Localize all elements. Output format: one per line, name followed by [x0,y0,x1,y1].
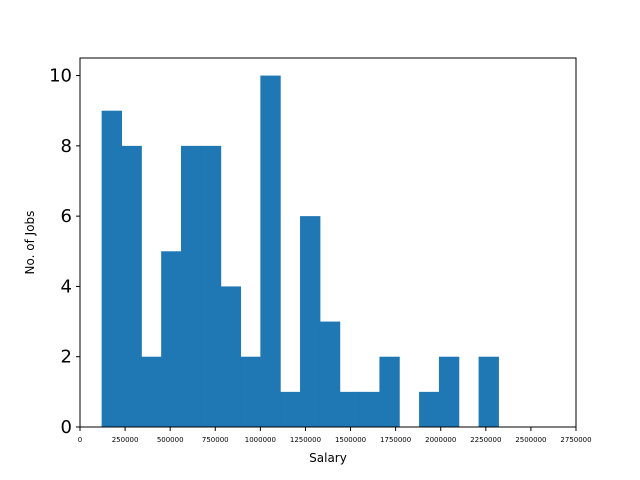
y-tick-label: 0 [61,417,72,438]
histogram-bar [438,356,460,427]
y-tick-label: 4 [61,276,72,297]
x-tick-label: 1500000 [335,436,366,444]
histogram-bar [280,391,301,427]
y-tick-label: 6 [61,206,72,227]
histogram-bar [101,110,122,427]
x-tick-label: 1750000 [380,436,411,444]
histogram-bar [319,321,341,427]
x-tick-label: 250000 [112,436,139,444]
y-axis-label: No. of Jobs [23,211,37,275]
y-axis-ticks: 0 2 4 6 8 10 [49,66,80,438]
histogram-bar [260,75,281,428]
histogram-bar [161,251,182,427]
x-tick-label: 1000000 [245,436,276,444]
histogram-bar [181,145,202,427]
y-tick-label: 8 [61,136,72,157]
histogram-bar [359,391,380,427]
x-tick-label: 750000 [202,436,229,444]
histogram-bar [121,145,142,427]
plot-frame [79,57,577,428]
x-tick-label: 1250000 [290,436,321,444]
x-tick-label: 0 [78,436,82,444]
histogram-bar [379,356,400,427]
histogram-bar [240,356,261,427]
histogram-bar [339,391,361,427]
y-tick-label: 10 [49,66,72,87]
x-tick-label: 2500000 [515,436,546,444]
x-tick-label: 2750000 [560,436,591,444]
x-tick-label: 500000 [157,436,184,444]
histogram-bar [478,356,499,427]
bars-group [101,75,499,428]
x-axis-ticks: 0 250000 500000 750000 1000000 1250000 1500000… [78,427,592,444]
histogram-bar [200,145,222,427]
x-tick-label: 2000000 [425,436,456,444]
y-tick-label: 2 [61,347,72,368]
histogram-bar [141,356,162,427]
x-tick-label: 2250000 [470,436,501,444]
histogram-bar [419,391,440,427]
x-axis-label: Salary [309,451,347,465]
histogram-bar [220,286,242,427]
histogram-bar [300,216,321,427]
